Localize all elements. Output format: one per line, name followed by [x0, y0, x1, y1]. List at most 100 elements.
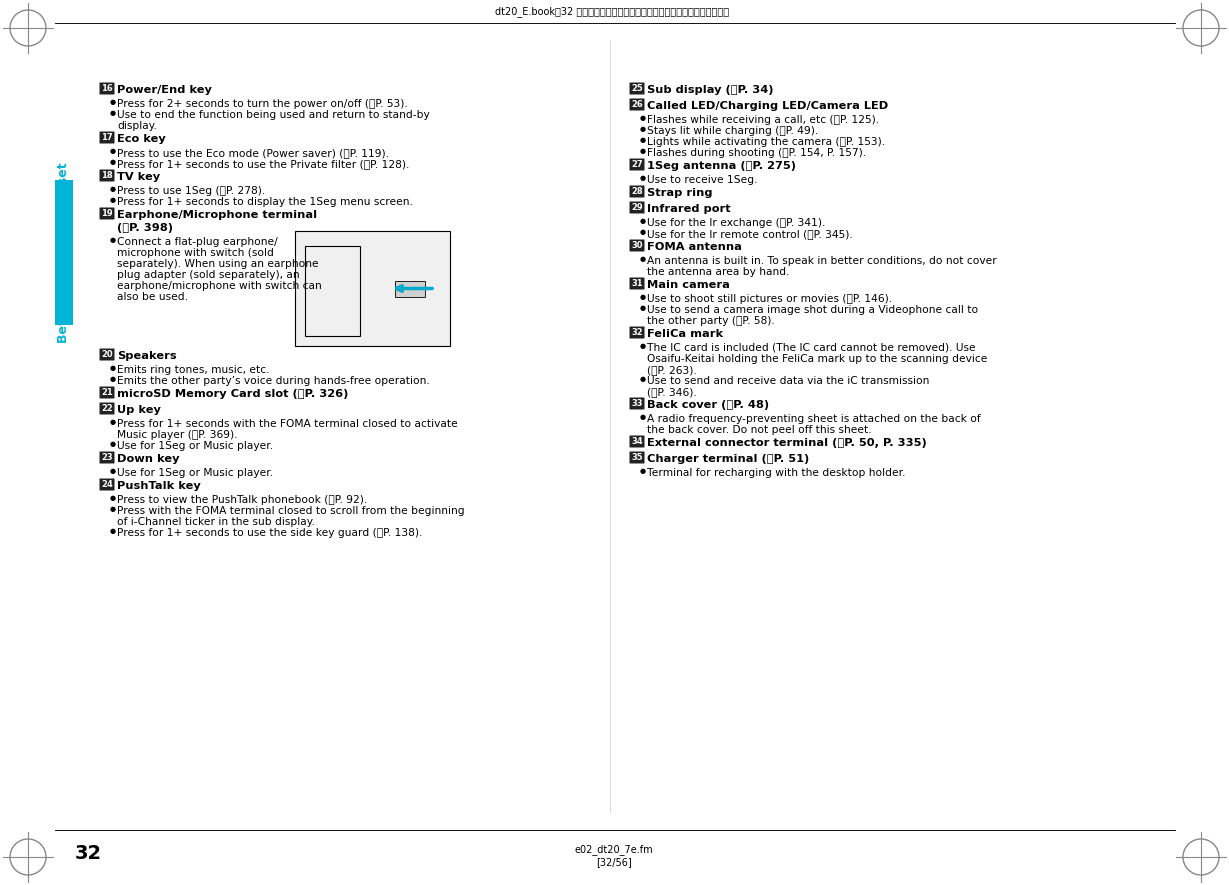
Text: ●: ●: [111, 110, 116, 116]
Text: of i-Channel ticker in the sub display.: of i-Channel ticker in the sub display.: [117, 517, 315, 527]
Text: Emits ring tones, music, etc.: Emits ring tones, music, etc.: [117, 365, 269, 375]
Text: 28: 28: [632, 187, 643, 196]
Text: Terminal for recharging with the desktop holder.: Terminal for recharging with the desktop…: [646, 468, 906, 478]
Text: Sub display (⩱P. 34): Sub display (⩱P. 34): [646, 85, 773, 95]
Text: ●: ●: [111, 495, 116, 501]
Text: Press for 1+ seconds to use the side key guard (⩱P. 138).: Press for 1+ seconds to use the side key…: [117, 528, 423, 538]
Text: Flashes while receiving a call, etc (⩱P. 125).: Flashes while receiving a call, etc (⩱P.…: [646, 115, 879, 125]
Text: Emits the other party’s voice during hands-free operation.: Emits the other party’s voice during han…: [117, 376, 430, 386]
Text: Use to send and receive data via the iC transmission: Use to send and receive data via the iC …: [646, 376, 929, 386]
Text: 18: 18: [101, 171, 113, 180]
FancyBboxPatch shape: [629, 186, 644, 197]
Text: the other party (⩱P. 58).: the other party (⩱P. 58).: [646, 316, 774, 326]
Text: ●: ●: [111, 419, 116, 425]
FancyBboxPatch shape: [100, 387, 114, 398]
Text: Power/End key: Power/End key: [117, 85, 211, 95]
Text: Down key: Down key: [117, 454, 179, 464]
Text: Eco key: Eco key: [117, 134, 166, 144]
Text: 27: 27: [632, 160, 643, 169]
Text: ●: ●: [640, 376, 646, 382]
Text: 24: 24: [101, 480, 113, 489]
FancyBboxPatch shape: [100, 451, 114, 464]
Text: microSD Memory Card slot (⩱P. 326): microSD Memory Card slot (⩱P. 326): [117, 389, 348, 399]
FancyBboxPatch shape: [100, 479, 114, 490]
Text: Called LED/Charging LED/Camera LED: Called LED/Charging LED/Camera LED: [646, 101, 889, 111]
Text: ●: ●: [640, 126, 646, 132]
Text: Press to use 1Seg (⩱P. 278).: Press to use 1Seg (⩱P. 278).: [117, 186, 265, 196]
Text: Osaifu-Keitai holding the FeliCa mark up to the scanning device: Osaifu-Keitai holding the FeliCa mark up…: [646, 354, 987, 364]
Text: Use for the Ir remote control (⩱P. 345).: Use for the Ir remote control (⩱P. 345).: [646, 229, 853, 239]
FancyBboxPatch shape: [629, 98, 644, 111]
Text: 17: 17: [101, 133, 113, 142]
FancyBboxPatch shape: [100, 349, 114, 360]
Text: External connector terminal (⩱P. 50, P. 335): External connector terminal (⩱P. 50, P. …: [646, 438, 927, 448]
Text: ●: ●: [111, 186, 116, 192]
Text: FOMA antenna: FOMA antenna: [646, 242, 742, 252]
Text: 30: 30: [632, 241, 643, 250]
FancyBboxPatch shape: [629, 451, 644, 464]
Text: 34: 34: [632, 437, 643, 446]
FancyBboxPatch shape: [100, 207, 114, 219]
Text: ●: ●: [640, 343, 646, 349]
Text: ●: ●: [111, 506, 116, 512]
FancyBboxPatch shape: [100, 403, 114, 414]
FancyBboxPatch shape: [629, 82, 644, 95]
Text: 21: 21: [101, 388, 113, 397]
Text: Use for the Ir exchange (⩱P. 341).: Use for the Ir exchange (⩱P. 341).: [646, 218, 826, 228]
Text: Press with the FOMA terminal closed to scroll from the beginning: Press with the FOMA terminal closed to s…: [117, 506, 465, 516]
Text: Charger terminal (⩱P. 51): Charger terminal (⩱P. 51): [646, 454, 809, 464]
Text: Press for 1+ seconds with the FOMA terminal closed to activate: Press for 1+ seconds with the FOMA termi…: [117, 419, 457, 429]
Text: Lights while activating the camera (⩱P. 153).: Lights while activating the camera (⩱P. …: [646, 137, 885, 147]
Text: PushTalk key: PushTalk key: [117, 481, 200, 491]
Text: (⩱P. 346).: (⩱P. 346).: [646, 387, 697, 397]
Text: FeliCa mark: FeliCa mark: [646, 329, 723, 339]
FancyBboxPatch shape: [629, 327, 644, 338]
Text: 25: 25: [632, 84, 643, 93]
Text: 33: 33: [632, 399, 643, 408]
Text: Strap ring: Strap ring: [646, 188, 713, 198]
Text: the antenna area by hand.: the antenna area by hand.: [646, 267, 789, 277]
Text: Before Using the Handset: Before Using the Handset: [58, 163, 70, 343]
Text: 22: 22: [101, 404, 113, 413]
Text: ●: ●: [640, 294, 646, 300]
Text: Infrared port: Infrared port: [646, 204, 730, 214]
FancyBboxPatch shape: [629, 240, 644, 251]
FancyBboxPatch shape: [629, 397, 644, 410]
Text: A radio frequency-preventing sheet is attached on the back of: A radio frequency-preventing sheet is at…: [646, 414, 981, 424]
Text: dt20_E.book　32 ページ　２００７年１２月１２日　水曜日　午後２時３分: dt20_E.book 32 ページ ２００７年１２月１２日 水曜日 午後２時３…: [495, 6, 729, 17]
FancyBboxPatch shape: [100, 82, 114, 95]
Text: Music player (⩱P. 369).: Music player (⩱P. 369).: [117, 430, 237, 440]
Text: 32: 32: [75, 844, 102, 863]
Text: separately). When using an earphone: separately). When using an earphone: [117, 259, 318, 269]
Text: ●: ●: [111, 441, 116, 447]
Text: also be used.: also be used.: [117, 292, 188, 302]
Text: ●: ●: [640, 218, 646, 224]
Text: Up key: Up key: [117, 405, 161, 415]
Text: ●: ●: [640, 137, 646, 143]
Text: Connect a flat-plug earphone/: Connect a flat-plug earphone/: [117, 237, 278, 247]
Text: Back cover (⩱P. 48): Back cover (⩱P. 48): [646, 400, 769, 410]
Text: Press to use the Eco mode (Power saver) (⩱P. 119).: Press to use the Eco mode (Power saver) …: [117, 148, 390, 158]
Text: Use to receive 1Seg.: Use to receive 1Seg.: [646, 175, 757, 185]
Text: 35: 35: [632, 453, 643, 462]
Bar: [295, 231, 450, 346]
Text: 20: 20: [101, 350, 113, 359]
Text: Flashes during shooting (⩱P. 154, P. 157).: Flashes during shooting (⩱P. 154, P. 157…: [646, 148, 866, 158]
FancyBboxPatch shape: [629, 435, 644, 448]
Text: ●: ●: [640, 256, 646, 262]
Text: ●: ●: [111, 365, 116, 371]
Text: TV key: TV key: [117, 172, 160, 182]
Bar: [305, 246, 360, 336]
Text: e02_dt20_7e.fm
[32/56]: e02_dt20_7e.fm [32/56]: [575, 844, 654, 867]
Text: 23: 23: [101, 453, 113, 462]
Bar: [55, 180, 73, 325]
Text: 1Seg antenna (⩱P. 275): 1Seg antenna (⩱P. 275): [646, 161, 796, 171]
Text: ●: ●: [111, 376, 116, 382]
Text: ●: ●: [640, 229, 646, 235]
Text: ●: ●: [111, 237, 116, 243]
Text: 16: 16: [101, 84, 113, 93]
Text: Press for 2+ seconds to turn the power on/off (⩱P. 53).: Press for 2+ seconds to turn the power o…: [117, 99, 408, 109]
Text: Earphone/Microphone terminal: Earphone/Microphone terminal: [117, 210, 317, 220]
FancyBboxPatch shape: [100, 132, 114, 143]
Text: ●: ●: [111, 197, 116, 203]
